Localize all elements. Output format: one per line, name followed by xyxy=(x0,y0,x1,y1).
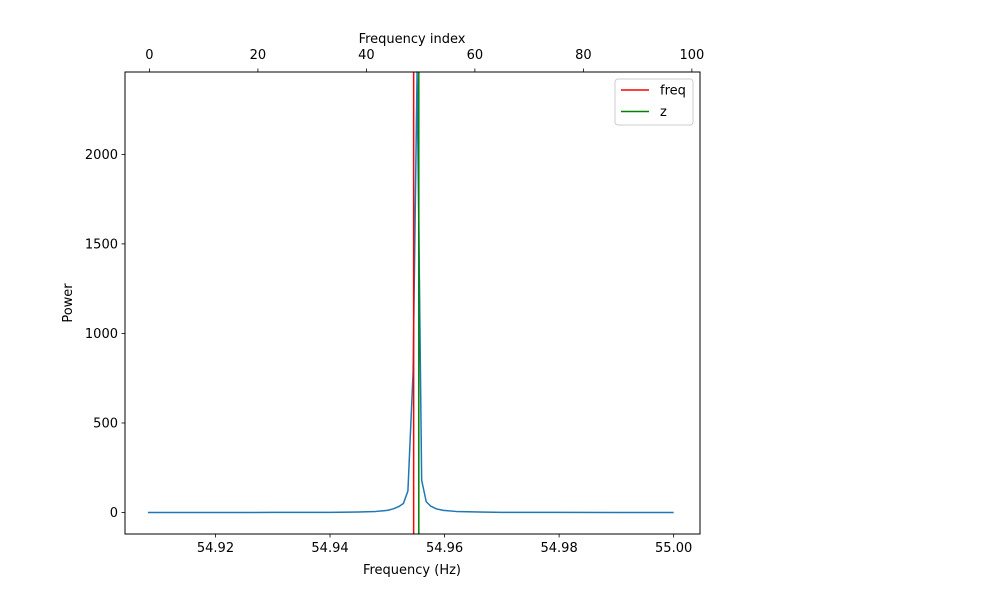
x-tick-label: 54.98 xyxy=(541,541,578,556)
top-x-tick-label: 100 xyxy=(679,48,704,63)
legend-label-0: freq xyxy=(660,84,686,99)
x-tick-label: 54.96 xyxy=(426,541,463,556)
y-axis: 0 500 1000 1500 2000 xyxy=(85,148,125,521)
x-axis-label: Frequency (Hz) xyxy=(363,563,461,578)
legend-label-1: z xyxy=(660,105,667,120)
x-tick-label: 54.94 xyxy=(311,541,348,556)
y-tick-label: 0 xyxy=(110,506,118,521)
plot-frame xyxy=(124,71,701,535)
bottom-x-axis: 54.92 54.94 54.96 54.98 55.00 xyxy=(197,534,692,556)
x-tick-label: 55.00 xyxy=(655,541,692,556)
x-tick-label: 54.92 xyxy=(197,541,234,556)
top-x-tick-label: 0 xyxy=(145,48,153,63)
top-x-axis-label: Frequency index xyxy=(359,32,466,47)
y-tick-label: 500 xyxy=(93,416,118,431)
top-x-tick-label: 80 xyxy=(575,48,592,63)
y-axis-label: Power xyxy=(61,283,76,323)
data-layer xyxy=(147,71,674,534)
y-tick-label: 2000 xyxy=(85,148,118,163)
top-x-tick-label: 20 xyxy=(250,48,267,63)
series-line-0 xyxy=(147,71,674,514)
top-x-tick-label: 60 xyxy=(467,48,484,63)
y-tick-label: 1000 xyxy=(85,327,118,342)
top-x-axis: 0 20 40 60 80 100 xyxy=(145,48,704,72)
top-x-tick-label: 40 xyxy=(358,48,375,63)
plot-background xyxy=(125,72,700,534)
y-tick-label: 1500 xyxy=(85,237,118,252)
legend: freq z xyxy=(614,78,694,126)
